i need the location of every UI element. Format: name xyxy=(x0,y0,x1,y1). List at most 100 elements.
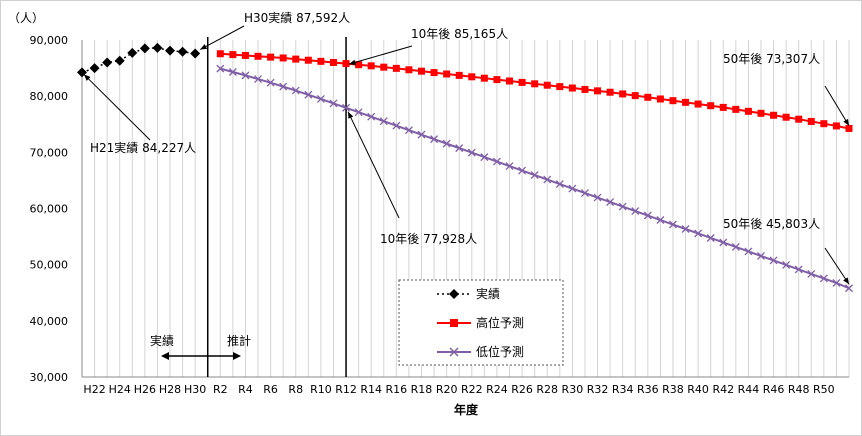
data-point-high xyxy=(468,73,476,81)
data-point-low xyxy=(731,243,740,251)
x-tick-label: H22 xyxy=(83,383,105,396)
data-point-high xyxy=(443,70,451,78)
data-point-actual xyxy=(152,42,163,53)
data-point-low xyxy=(555,180,564,189)
data-point-low xyxy=(316,95,325,103)
y-tick-label: 30,000 xyxy=(30,371,69,384)
x-tick-label: R36 xyxy=(637,383,659,396)
x-tick-label: R48 xyxy=(788,383,810,396)
period-arrow-left xyxy=(161,352,169,360)
data-point-low xyxy=(807,269,816,278)
data-point-actual xyxy=(177,46,188,57)
data-point-low xyxy=(241,71,250,80)
x-tick-label: R6 xyxy=(263,383,278,396)
annotation-leader-h21 xyxy=(83,74,151,141)
annotation-arrowhead-low10 xyxy=(348,111,354,119)
data-point-low xyxy=(568,184,577,193)
x-tick-label: H26 xyxy=(134,383,156,396)
legend-label-low: 低位予測 xyxy=(476,344,524,359)
y-tick-label: 60,000 xyxy=(30,203,69,216)
annotation-leader-low50 xyxy=(824,247,850,285)
y-tick-label: 50,000 xyxy=(30,259,69,272)
data-point-high xyxy=(543,81,551,89)
data-point-low xyxy=(706,234,715,242)
data-point-low xyxy=(379,117,388,126)
data-point-high xyxy=(254,52,262,60)
data-point-high xyxy=(241,51,249,59)
data-point-low xyxy=(304,90,313,99)
annotation-label-h21: H21実績 84,227人 xyxy=(90,140,196,155)
annotation-arrowhead-h21 xyxy=(84,74,91,81)
data-point-high xyxy=(405,66,413,74)
period-indicator: 実績 推計 xyxy=(150,333,251,360)
y-axis-label: （人） xyxy=(8,11,44,25)
data-point-high xyxy=(619,90,627,98)
x-tick-label: R24 xyxy=(486,383,508,396)
x-tick-label: R34 xyxy=(612,383,634,396)
series-layer xyxy=(77,42,853,293)
annotation-arrowhead-high10 xyxy=(349,59,356,65)
data-point-low xyxy=(530,171,539,180)
x-tick-label: R44 xyxy=(738,383,760,396)
data-point-high xyxy=(455,71,463,79)
data-point-high xyxy=(292,55,300,63)
data-point-actual xyxy=(114,55,125,66)
data-point-low xyxy=(643,211,652,220)
data-point-high xyxy=(845,124,853,132)
data-point-high xyxy=(342,60,350,68)
annotation-label-low10: 10年後 77,928人 xyxy=(380,232,477,246)
data-point-low xyxy=(279,82,288,91)
data-point-high xyxy=(682,98,690,106)
x-tick-label: R32 xyxy=(587,383,609,396)
data-point-low xyxy=(769,256,778,265)
data-point-high xyxy=(644,93,652,101)
x-tick-label: R38 xyxy=(662,383,684,396)
data-point-high xyxy=(430,69,438,77)
y-tick-label: 80,000 xyxy=(30,90,69,103)
data-point-high xyxy=(304,56,312,64)
data-point-low xyxy=(593,193,602,202)
data-point-high xyxy=(782,113,790,121)
x-tick-label: R12 xyxy=(335,383,357,396)
y-axis-ticks: 30,000 40,000 50,000 60,000 70,000 80,000 90,0… xyxy=(30,34,69,384)
x-tick-label: H28 xyxy=(159,383,181,396)
data-point-high xyxy=(392,64,400,72)
annotation-label-low50: 50年後 45,803人 xyxy=(723,217,820,231)
data-point-high xyxy=(832,122,840,130)
x-tick-label: R40 xyxy=(687,383,709,396)
data-point-high xyxy=(820,120,828,128)
legend: 実績 高位予測 低位予測 xyxy=(398,279,564,366)
legend-marker-square xyxy=(450,319,458,327)
data-point-high xyxy=(719,103,727,111)
data-point-high xyxy=(493,76,501,84)
data-point-high xyxy=(531,80,539,88)
data-point-high xyxy=(732,105,740,113)
y-tick-label: 70,000 xyxy=(30,146,69,159)
data-point-low xyxy=(228,68,237,76)
grid-lines xyxy=(81,37,850,378)
x-tick-label: R16 xyxy=(386,383,408,396)
x-tick-label: R50 xyxy=(813,383,835,396)
data-point-low xyxy=(694,229,703,238)
data-point-high xyxy=(267,53,275,61)
annotations-layer: H21実績 84,227人 H30実績 87,592人 10年後 85,165人 50… xyxy=(83,10,850,285)
x-axis-label: 年度 xyxy=(454,402,479,417)
data-point-low xyxy=(669,220,677,229)
x-tick-label: R28 xyxy=(536,383,558,396)
legend-box xyxy=(398,279,564,366)
data-point-high xyxy=(229,51,237,59)
x-tick-label: H30 xyxy=(184,383,206,396)
data-point-high xyxy=(795,115,803,123)
legend-marker-x xyxy=(449,347,459,357)
annotation-leader-low10 xyxy=(347,111,400,219)
data-point-high xyxy=(380,63,388,71)
data-point-high xyxy=(480,74,488,82)
data-point-actual xyxy=(89,63,100,74)
data-point-actual xyxy=(139,43,150,54)
annotation-leader-high50 xyxy=(824,85,850,127)
data-point-low xyxy=(744,247,753,256)
annotation-leader-high10 xyxy=(348,45,413,65)
annotation-arrowhead-high50 xyxy=(843,118,849,126)
data-point-low xyxy=(505,162,514,171)
data-point-low xyxy=(417,130,426,139)
